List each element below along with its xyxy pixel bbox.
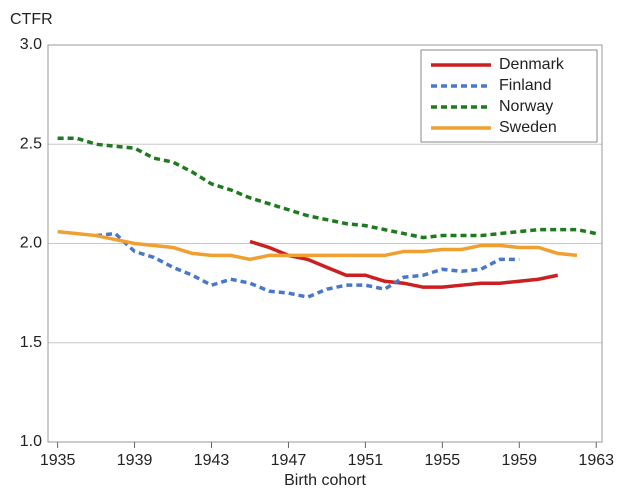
legend-label: Denmark <box>499 56 565 73</box>
plot-frame <box>47 44 603 443</box>
x-tick-label: 1947 <box>271 452 307 469</box>
x-tick-label: 1939 <box>117 452 153 469</box>
y-axis-label: CTFR <box>10 11 53 28</box>
x-tick-label: 1935 <box>40 452 76 469</box>
x-tick-label: 1943 <box>194 452 230 469</box>
series-line <box>57 136 597 240</box>
y-tick-label: 1.0 <box>20 433 42 450</box>
x-tick-label: 1959 <box>501 452 537 469</box>
y-tick-label: 2.0 <box>20 235 42 252</box>
x-axis-label: Birth cohort <box>284 472 366 489</box>
y-tick-label: 2.5 <box>20 135 42 152</box>
series-line <box>57 229 578 262</box>
legend-label: Sweden <box>499 119 557 136</box>
legend-label: Finland <box>499 77 551 94</box>
series-line <box>249 239 559 289</box>
y-tick-label: 3.0 <box>20 36 42 53</box>
x-tick-label: 1951 <box>348 452 384 469</box>
x-tick-label: 1963 <box>578 452 614 469</box>
series-line <box>95 231 520 299</box>
legend: Denmark Finland Norway Sweden <box>420 49 598 143</box>
legend-label: Norway <box>499 98 553 115</box>
y-tick-label: 1.5 <box>20 334 42 351</box>
x-tick-label: 1955 <box>425 452 461 469</box>
